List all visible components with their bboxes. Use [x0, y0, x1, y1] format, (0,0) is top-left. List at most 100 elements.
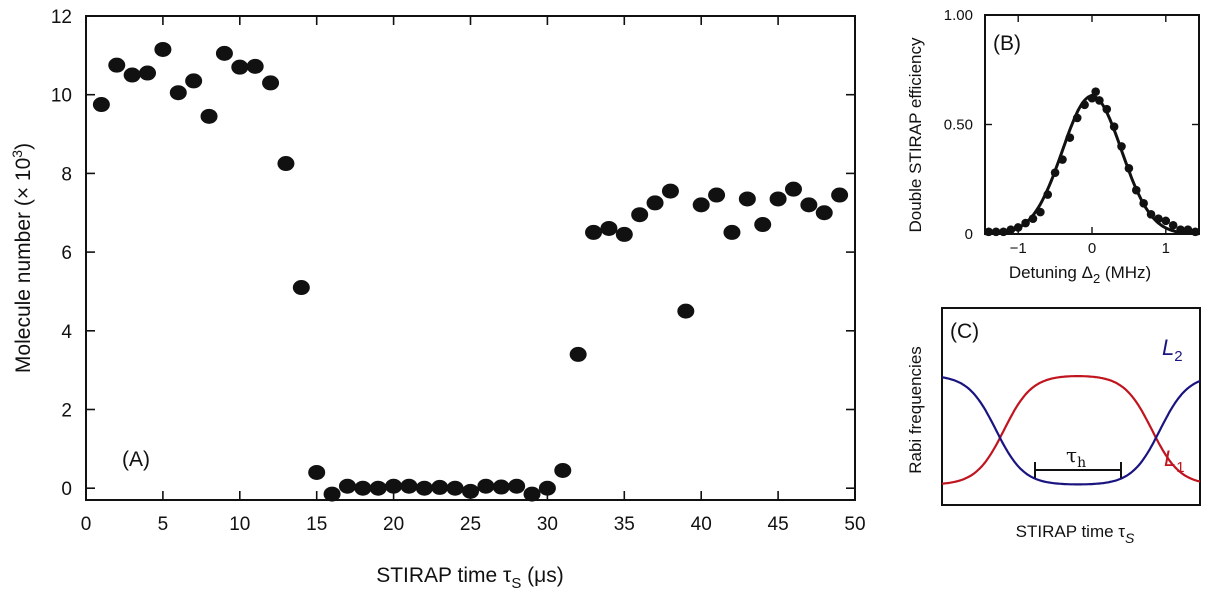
panel-a-y-tick-label: 4: [61, 322, 72, 343]
panel-c-chart: τh L2 L1 (C) STIRAP time τS Rabi frequen…: [906, 307, 1201, 546]
panel-a-data-point: [600, 220, 618, 236]
panel-b-data-point: [1146, 209, 1156, 219]
panel-a-data-points: [92, 41, 849, 502]
panel-b-data-point: [984, 227, 993, 237]
panel-b-data-point: [1087, 93, 1097, 103]
panel-a-chart: 0 5 10 15 20 25 30 35 40 45 50 0 2 4 6 8 10 12 (A) STIRA…: [9, 7, 866, 592]
panel-b-y-axis-label: Double STIRAP efficiency: [906, 37, 925, 232]
panel-b-data-point: [1117, 142, 1126, 151]
panel-b-data-point: [1043, 190, 1053, 199]
panel-a-data-point: [646, 195, 664, 211]
panel-a-label: (A): [122, 448, 150, 471]
panel-b-data-point: [1102, 104, 1112, 114]
panel-b-x-tick-label: 0: [1088, 240, 1096, 257]
panel-b-data-point: [1131, 185, 1141, 195]
panel-b-data-point: [1080, 100, 1089, 110]
panel-b-data-point: [1065, 133, 1075, 142]
panel-a-x-tick-label: 45: [768, 514, 789, 535]
panel-a-data-point: [185, 73, 203, 89]
panel-a-y-tick-label: 12: [51, 7, 72, 28]
panel-b-data-point: [1058, 155, 1067, 164]
panel-b-x-axis-label: Detuning Δ2 (MHz): [1009, 263, 1151, 286]
panel-a-data-point: [308, 464, 326, 480]
panel-a-data-point: [369, 480, 387, 496]
panel-a-data-point: [400, 478, 418, 494]
panel-c-y-axis-label: Rabi frequencies: [906, 346, 925, 474]
panel-a-data-point: [738, 191, 756, 207]
panel-a-data-point: [784, 181, 802, 197]
panel-b-data-point: [1161, 216, 1171, 226]
panel-b-data-point: [1176, 225, 1185, 234]
panel-b-data-point: [991, 227, 1001, 237]
panel-b-data-point: [1036, 207, 1045, 217]
panel-a-y-tick-label: 8: [61, 164, 72, 185]
panel-a-data-point: [508, 478, 526, 494]
panel-b-label: (B): [993, 32, 1021, 55]
panel-b-data-point: [1021, 218, 1030, 228]
panel-b-data-point: [1091, 87, 1100, 96]
panel-a-data-point: [800, 197, 818, 213]
panel-c-l1-label: L1: [1164, 446, 1185, 476]
panel-b-y-tick-label: 0: [965, 226, 973, 243]
panel-a-x-tick-label: 50: [844, 514, 865, 535]
panel-a-data-point: [92, 97, 110, 113]
panel-a-y-axis-label: Molecule number (× 103): [9, 143, 35, 373]
panel-a-data-point: [523, 486, 541, 502]
panel-a-data-point: [246, 58, 264, 74]
panel-b-data-point: [1154, 214, 1163, 223]
panel-a-data-point: [262, 75, 280, 91]
panel-a-data-point: [723, 224, 741, 240]
panel-a-data-point: [323, 486, 341, 502]
panel-b-y-tick-label: 1.00: [944, 7, 973, 24]
panel-a-data-point: [277, 156, 295, 172]
panel-c-frame: [941, 307, 1201, 506]
panel-b-y-tick-label: 0.50: [944, 117, 973, 134]
panel-a-x-axis-label: STIRAP time τS (μs): [376, 564, 564, 592]
panel-a-data-point: [569, 346, 587, 362]
panel-a-data-point: [338, 478, 356, 494]
panel-a-data-point: [292, 280, 310, 296]
panel-a-data-point: [446, 480, 464, 496]
panel-a-data-point: [462, 483, 479, 499]
panel-a-x-tick-label: 20: [383, 514, 404, 535]
panel-b-x-tick-label: 1: [1162, 240, 1170, 257]
panel-a-y-tick-label: 0: [61, 479, 72, 500]
panel-a-x-ticks: 0 5 10 15 20 25 30 35 40 45 50: [81, 16, 866, 535]
panel-a-data-point: [615, 226, 633, 242]
panel-a-frame: [85, 15, 856, 501]
panel-a-y-tick-label: 10: [51, 86, 72, 107]
panel-a-data-point: [108, 57, 126, 73]
panel-c-l2-curve: [941, 376, 1201, 486]
panel-a-data-point: [139, 65, 157, 81]
panel-b-data-point: [1168, 220, 1178, 230]
panel-b-data-point: [1006, 225, 1016, 234]
panel-a-data-point: [231, 59, 249, 75]
panel-a-x-tick-label: 30: [537, 514, 558, 535]
panel-a-data-point: [585, 224, 603, 240]
panel-a-x-tick-label: 10: [229, 514, 250, 535]
panel-b-data-point: [999, 227, 1008, 237]
panel-c-label: (C): [950, 320, 979, 343]
panel-a-data-point: [215, 45, 233, 61]
panel-a-data-point: [554, 462, 572, 478]
panel-a-data-point: [708, 187, 726, 203]
panel-b-data-point: [1109, 122, 1119, 131]
panel-a-x-tick-label: 25: [460, 514, 481, 535]
panel-a-data-point: [415, 480, 433, 496]
panel-b-data-point: [1124, 164, 1134, 173]
panel-a-data-point: [631, 207, 649, 223]
panel-a-data-point: [385, 478, 403, 494]
panel-b-data-point: [1139, 199, 1148, 208]
panel-c-l2-label: L2: [1162, 335, 1183, 365]
panel-a-y-tick-label: 2: [61, 400, 72, 421]
panel-a-data-point: [677, 303, 695, 319]
panel-c-hold-time-label: τh: [1066, 443, 1086, 471]
panel-a-data-point: [431, 479, 449, 495]
panel-b-data-point: [1183, 225, 1193, 234]
panel-a-data-point: [477, 478, 495, 494]
panel-a-data-point: [538, 480, 556, 496]
panel-b-data-point: [1028, 214, 1038, 223]
panel-c-x-axis-label: STIRAP time τS: [1016, 522, 1135, 546]
panel-a-x-tick-label: 15: [306, 514, 327, 535]
